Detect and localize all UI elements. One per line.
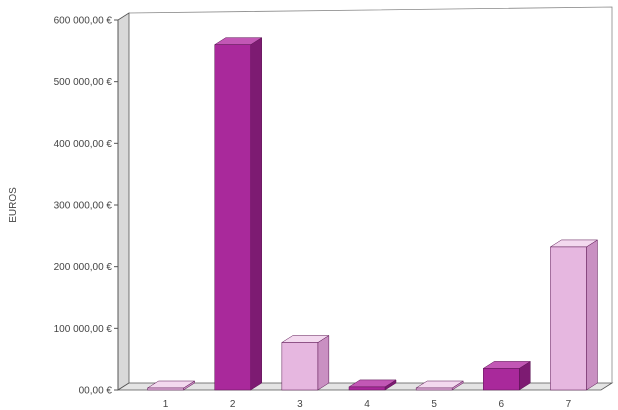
chart-walls bbox=[116, 6, 614, 391]
bar bbox=[348, 379, 397, 391]
bar-front bbox=[147, 387, 184, 391]
bar bbox=[549, 239, 599, 391]
x-axis: 1 2 3 4 5 6 7 bbox=[163, 399, 572, 410]
x-tick-label: 4 bbox=[364, 399, 370, 410]
x-tick-label: 6 bbox=[499, 399, 505, 410]
bar-side bbox=[586, 239, 598, 391]
bar-side bbox=[250, 37, 262, 391]
bar bbox=[213, 37, 263, 391]
y-axis-label: EUROS bbox=[8, 187, 19, 223]
y-tick-label: 300 000,00 € bbox=[54, 201, 113, 212]
y-tick-label: 400 000,00 € bbox=[54, 139, 113, 150]
bar-side bbox=[317, 335, 330, 391]
bar bbox=[482, 360, 532, 391]
x-tick-label: 1 bbox=[163, 399, 169, 410]
bar bbox=[146, 380, 196, 391]
bar-front bbox=[348, 386, 386, 391]
y-tick-label: 100 000,00 € bbox=[54, 324, 113, 335]
x-tick-label: 2 bbox=[230, 399, 236, 410]
y-tick-label: 00,00 € bbox=[79, 386, 113, 397]
bar bbox=[280, 335, 330, 391]
x-tick-label: 3 bbox=[297, 399, 303, 410]
x-tick-label: 5 bbox=[431, 399, 437, 410]
y-tick-label: 500 000,00 € bbox=[54, 77, 113, 88]
bar-front bbox=[483, 368, 520, 391]
bar bbox=[415, 380, 465, 391]
back-wall-edge bbox=[128, 6, 613, 383]
bar-front bbox=[214, 44, 251, 391]
x-tick-label: 7 bbox=[566, 399, 572, 410]
bar-front bbox=[550, 246, 587, 391]
left-wall bbox=[117, 12, 130, 391]
y-tick-label: 600 000,00 € bbox=[54, 16, 113, 27]
bars-group bbox=[146, 37, 599, 391]
y-tick-label: 200 000,00 € bbox=[54, 262, 113, 273]
bar-front bbox=[281, 342, 319, 391]
y-axis: 00,00 € 100 000,00 € 200 000,00 € 300 000,0… bbox=[54, 16, 119, 397]
bar-front bbox=[415, 387, 453, 391]
